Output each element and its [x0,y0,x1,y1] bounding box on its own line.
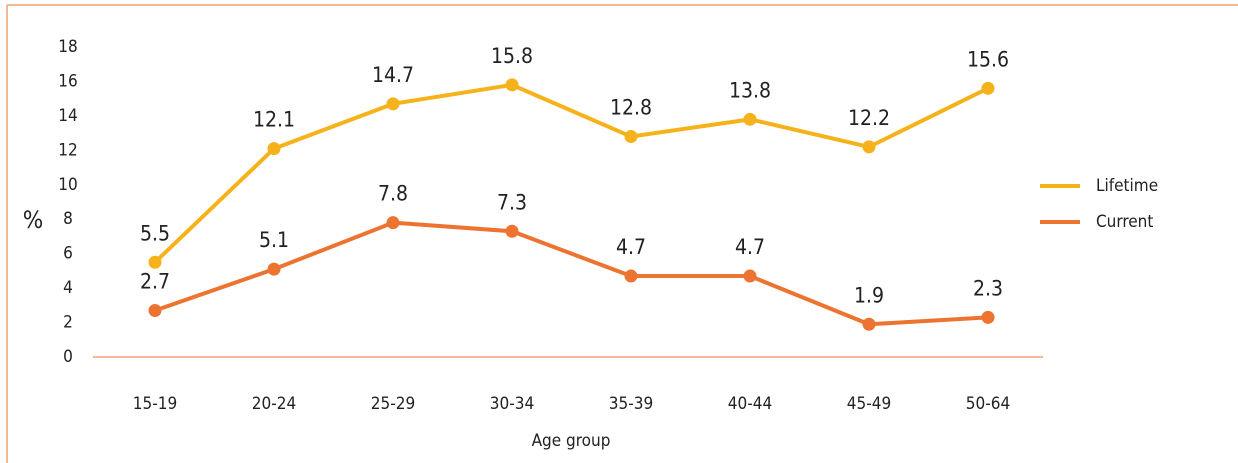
x-tick-label: 35-39 [609,394,653,414]
data-label: 2.3 [973,276,1003,300]
data-point [386,216,400,230]
data-point [624,269,638,283]
y-tick-label: 6 [63,244,73,264]
y-tick-label: 12 [58,140,77,160]
y-tick-label: 18 [58,37,77,57]
data-point [981,81,995,95]
data-label: 13.8 [729,78,771,102]
series-line [153,82,989,264]
x-tick-label: 15-19 [133,394,177,414]
y-tick-label: 8 [63,209,73,229]
x-tick-label: 40-44 [728,394,772,414]
data-point [386,97,400,111]
data-label: 4.7 [616,235,646,259]
data-point [505,78,519,92]
data-label: 15.6 [967,47,1009,71]
data-label: 4.7 [735,235,765,259]
data-point [624,130,638,144]
data-point [862,140,876,154]
data-point [743,269,757,283]
x-tick-label: 20-24 [252,394,296,414]
x-tick-label: 25-29 [371,394,415,414]
y-tick-label: 0 [63,347,73,367]
data-label: 7.3 [497,190,527,214]
y-tick-label: 14 [58,106,77,126]
x-tick-label: 45-49 [847,394,891,414]
x-tick-label: 50-64 [966,394,1010,414]
data-point [862,317,876,331]
data-label: 7.8 [378,182,408,206]
data-label: 5.5 [140,221,170,245]
data-point [267,262,281,276]
data-label: 1.9 [854,283,884,307]
series-line [154,220,989,327]
data-label: 5.1 [259,228,289,252]
data-point [267,142,281,156]
data-label: 12.1 [253,108,295,132]
data-point [148,255,162,269]
x-axis-label: Age group [532,431,611,451]
data-point [981,310,995,324]
y-tick-label: 10 [58,175,77,195]
x-tick-label: 30-34 [490,394,534,414]
y-tick-label: 2 [63,313,73,333]
data-point [505,224,519,238]
data-point [743,112,757,126]
y-tick-label: 16 [58,71,77,91]
legend-label: Lifetime [1096,176,1158,196]
y-axis-label: % [23,206,44,234]
data-label: 2.7 [140,270,170,294]
data-label: 12.8 [610,96,652,120]
data-label: 15.8 [491,44,533,68]
data-label: 12.2 [848,106,890,130]
legend-label: Current [1096,212,1153,232]
y-tick-label: 4 [63,278,73,298]
data-label: 14.7 [372,63,414,87]
data-point [148,304,162,317]
